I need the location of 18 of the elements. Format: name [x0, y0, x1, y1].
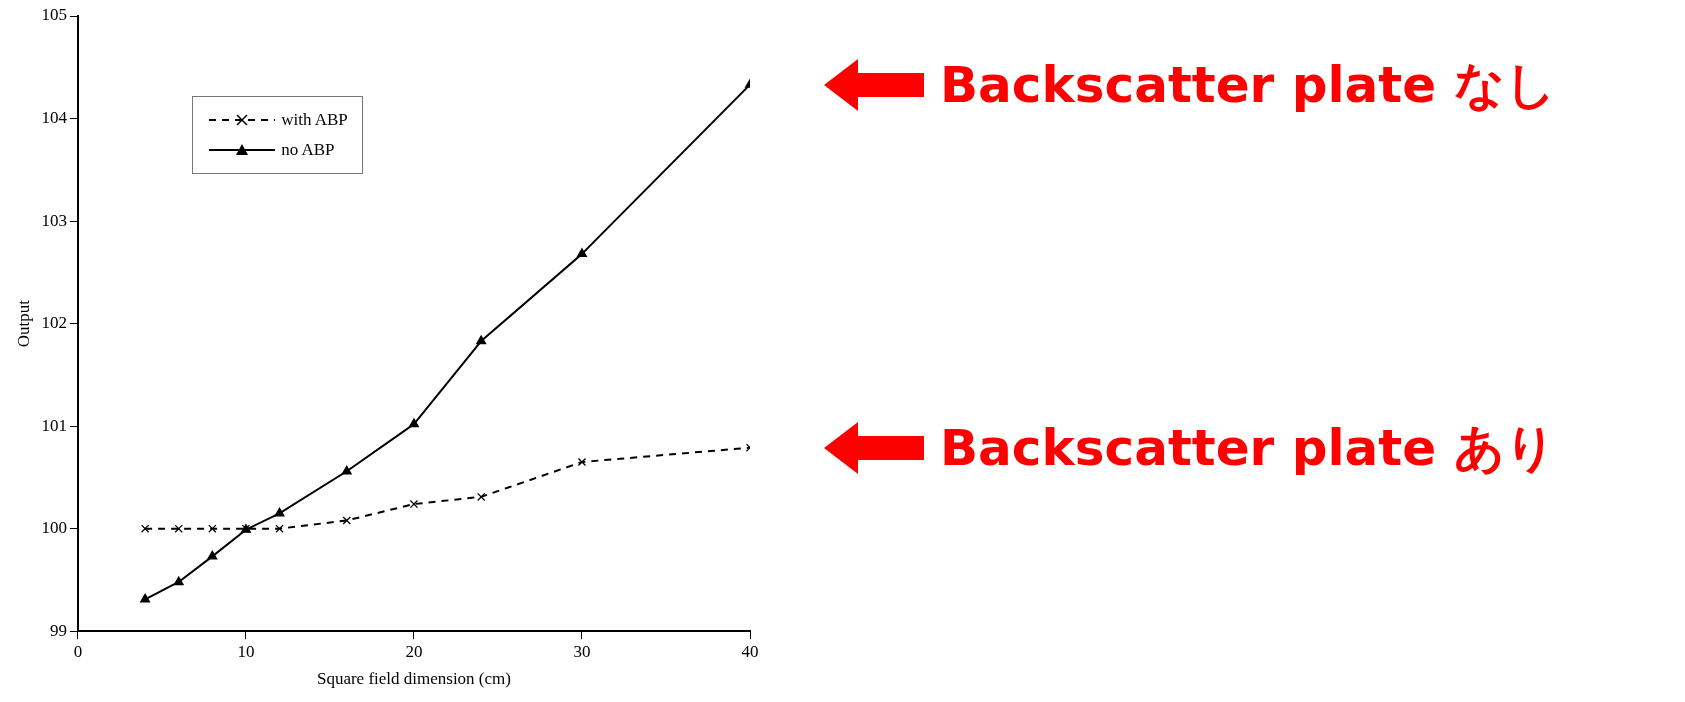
legend-label: with ABP	[281, 109, 348, 130]
y-tick-label: 100	[41, 518, 67, 538]
x-tick-label: 40	[741, 641, 759, 661]
y-axis-title: Output	[13, 299, 33, 348]
y-tick-label: 103	[41, 210, 67, 230]
x-axis-title: Square field dimension (cm)	[316, 669, 511, 689]
y-tick-label: 104	[41, 108, 68, 127]
x-tick-label: 30	[573, 641, 591, 661]
y-tick-label: 99	[49, 620, 67, 640]
y-tick-label: 105	[41, 5, 67, 25]
text: Backscatter plate なし	[940, 54, 1556, 116]
y-tick-label: 101	[41, 415, 67, 435]
x-tick-label: 20	[405, 641, 423, 661]
text: Backscatter plate あり	[940, 417, 1556, 479]
x-tick-label: 10	[237, 641, 255, 661]
x-tick-label: 0	[73, 641, 83, 661]
y-tick-label: 102	[41, 313, 67, 333]
legend-label: no ABP	[281, 139, 335, 160]
